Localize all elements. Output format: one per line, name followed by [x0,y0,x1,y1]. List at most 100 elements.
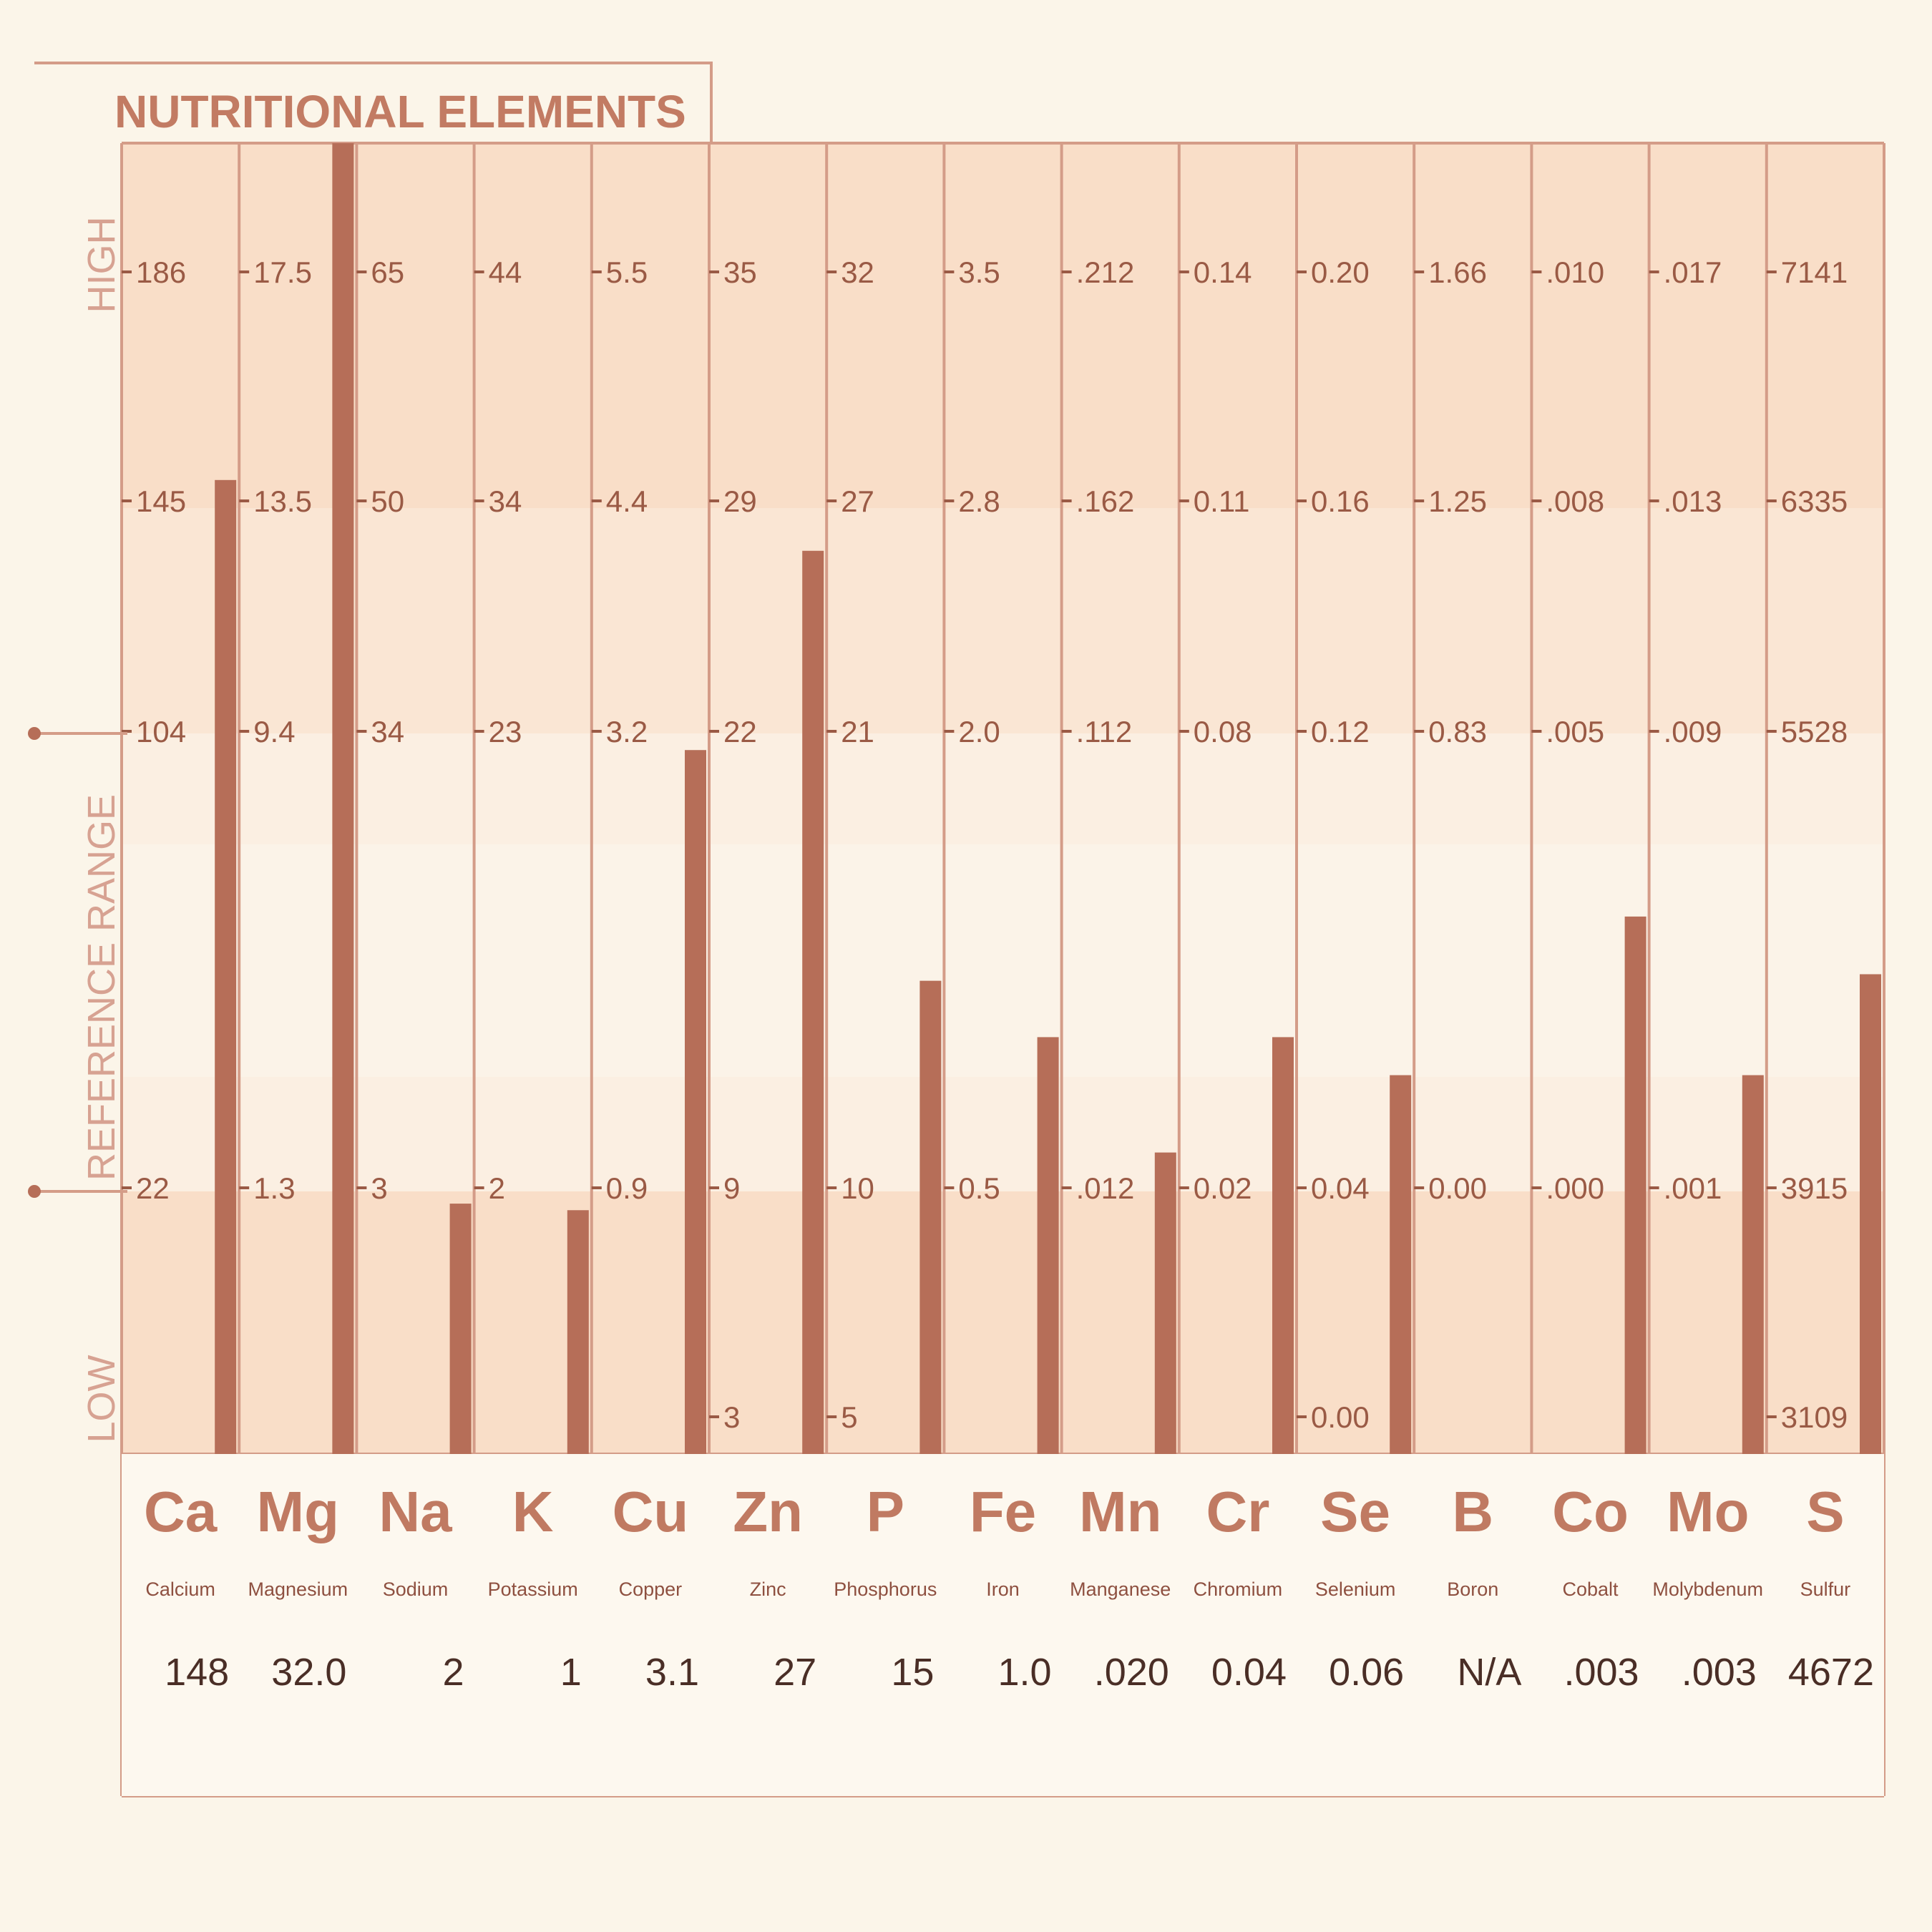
reference-marker-dot [28,1185,41,1198]
element-value: 1.0 [998,1651,1052,1694]
element-symbol: Mo [1667,1480,1750,1543]
scale-tick-label: 1.25 [1428,484,1487,518]
element-symbol: P [867,1480,904,1543]
scale-tick-label: 0.08 [1194,715,1252,748]
scale-tick-label: 3 [371,1171,387,1205]
element-name: Potassium [488,1579,578,1600]
element-symbol: Cu [613,1480,689,1543]
bar-zn [802,550,824,1455]
element-symbol: Mg [257,1480,340,1543]
scale-tick-label: .009 [1664,715,1722,748]
scale-tick-label: 3.5 [958,255,1000,289]
bar-mn [1154,1152,1176,1454]
scale-tick-label: 17.5 [253,255,312,289]
scale-tick-label: 13.5 [253,484,312,518]
band-low [122,1191,1884,1454]
chart-bars [215,143,1881,1455]
bar-mg [332,143,354,1454]
scale-tick-label: .005 [1546,715,1604,748]
scale-tick-label: 0.00 [1428,1171,1487,1205]
element-name: Sulfur [1800,1579,1851,1600]
scale-tick-label: 34 [489,484,522,518]
element-value: .003 [1563,1651,1639,1694]
element-table: Ca Calcium 148 Mg Magnesium 32.0 Na Sodium 2 K Pot… [122,1454,1884,1796]
element-name: Selenium [1315,1579,1396,1600]
bar-cr [1272,1037,1294,1454]
scale-tick-label: 65 [371,255,404,289]
element-value: 0.04 [1211,1651,1287,1694]
element-name: Boron [1447,1579,1498,1600]
scale-tick-label: 5.5 [606,255,648,289]
scale-tick-label: 0.02 [1194,1171,1252,1205]
element-name: Molybdenum [1652,1579,1763,1600]
scale-tick-label: 2 [489,1171,505,1205]
element-name: Copper [619,1579,683,1600]
scale-tick-label: 34 [371,715,404,748]
element-value: 32.0 [271,1651,346,1694]
scale-tick-label: 0.14 [1194,255,1252,289]
element-name: Calcium [145,1579,215,1600]
scale-tick-label: 1.66 [1428,255,1487,289]
scale-tick-label: 32 [841,255,874,289]
element-symbol: Se [1320,1480,1390,1543]
scale-tick-label: 3915 [1781,1171,1848,1205]
scale-tick-label: 7141 [1781,255,1848,289]
bar-p [919,980,942,1454]
element-value: 3.1 [645,1651,699,1694]
scale-tick-label: 1.3 [253,1171,295,1205]
band-reference [122,844,1884,1077]
y-label-high: HIGH [80,217,123,313]
scale-tick-label: 0.11 [1194,484,1250,518]
scale-tick-label: 104 [136,715,186,748]
chart-frame [28,62,713,1198]
scale-tick-label: .000 [1546,1171,1604,1205]
element-symbol: Ca [144,1480,218,1543]
band-lower-reference [122,1077,1884,1191]
element-value: .003 [1682,1651,1757,1694]
scale-tick-label: 44 [489,255,522,289]
bar-k [567,1210,589,1454]
scale-tick-label: 22 [136,1171,170,1205]
scale-tick-label: .010 [1546,255,1604,289]
scale-tick-label: .212 [1076,255,1135,289]
element-value: 15 [891,1651,934,1694]
scale-tick-label: 0.83 [1428,715,1487,748]
scale-tick-label: 6335 [1781,484,1848,518]
scale-tick-label: 0.16 [1311,484,1370,518]
bar-fe [1037,1037,1059,1454]
band-high [122,143,1884,508]
element-name: Cobalt [1562,1579,1619,1600]
scale-tick-label: 9.4 [253,715,295,748]
bar-mo [1742,1075,1764,1454]
scale-tick-label: 145 [136,484,186,518]
scale-tick-label: 3.2 [606,715,648,748]
scale-tick-label: .017 [1664,255,1722,289]
chart-tick-labels: 1861451042217.513.59.41.3655034344342325… [122,255,1848,1434]
scale-tick-label: 0.9 [606,1171,648,1205]
scale-tick-label: 3 [723,1400,740,1434]
scale-tick-label: 21 [841,715,874,748]
element-value: 2 [443,1651,464,1694]
scale-tick-label: 5 [841,1400,857,1434]
scale-tick-label: .013 [1664,484,1722,518]
element-symbol: Mn [1079,1480,1162,1543]
title-frame [34,62,713,143]
scale-tick-label: 35 [723,255,757,289]
table-background [122,1454,1884,1796]
scale-tick-label: 0.04 [1311,1171,1370,1205]
scale-tick-label: 0.12 [1311,715,1370,748]
scale-tick-label: 2.0 [958,715,1000,748]
element-value: 148 [165,1651,229,1694]
element-value: 0.06 [1329,1651,1404,1694]
element-symbol: Co [1552,1480,1629,1543]
scale-tick-label: .112 [1076,715,1133,748]
scale-tick-label: .162 [1076,484,1135,518]
element-value: N/A [1457,1651,1521,1694]
scale-tick-label: 9 [723,1171,740,1205]
bar-cu [685,750,706,1454]
y-label-low: LOW [80,1355,123,1443]
scale-tick-label: 22 [723,715,757,748]
reference-marker-dot [28,727,41,740]
element-name: Iron [986,1579,1020,1600]
